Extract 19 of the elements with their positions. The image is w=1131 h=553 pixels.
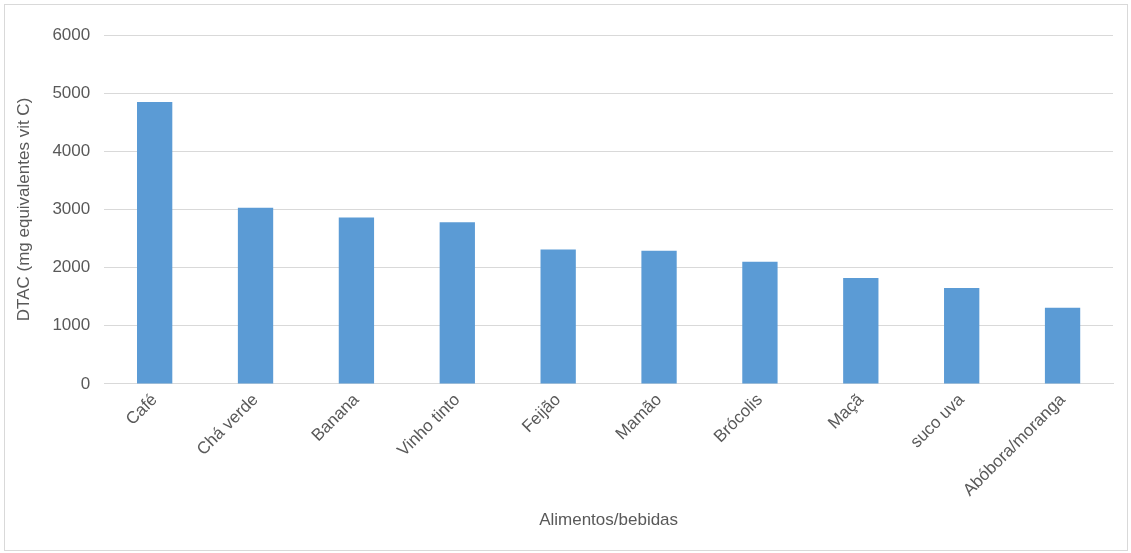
x-axis-title: Alimentos/bebidas (539, 510, 679, 530)
y-axis-title: DTAC (mg equivalentes vit C) (13, 97, 33, 322)
bar (540, 249, 576, 384)
bar (1044, 307, 1081, 384)
y-tick-label: 1000 (52, 315, 91, 335)
bar (439, 222, 475, 384)
bar (641, 250, 677, 384)
y-tick-label: 6000 (52, 24, 91, 44)
bar (944, 287, 980, 384)
bar (137, 101, 173, 384)
bar (843, 278, 879, 384)
y-tick-label: 5000 (52, 82, 91, 102)
y-tick-label: 3000 (52, 199, 91, 219)
bar (742, 261, 778, 384)
y-tick-label: 0 (80, 373, 91, 393)
y-tick-label: 4000 (52, 141, 91, 160)
bar (237, 207, 274, 384)
bar (338, 217, 375, 384)
y-tick-label: 2000 (52, 257, 91, 277)
